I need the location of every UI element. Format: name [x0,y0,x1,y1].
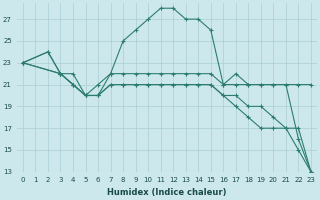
X-axis label: Humidex (Indice chaleur): Humidex (Indice chaleur) [107,188,227,197]
